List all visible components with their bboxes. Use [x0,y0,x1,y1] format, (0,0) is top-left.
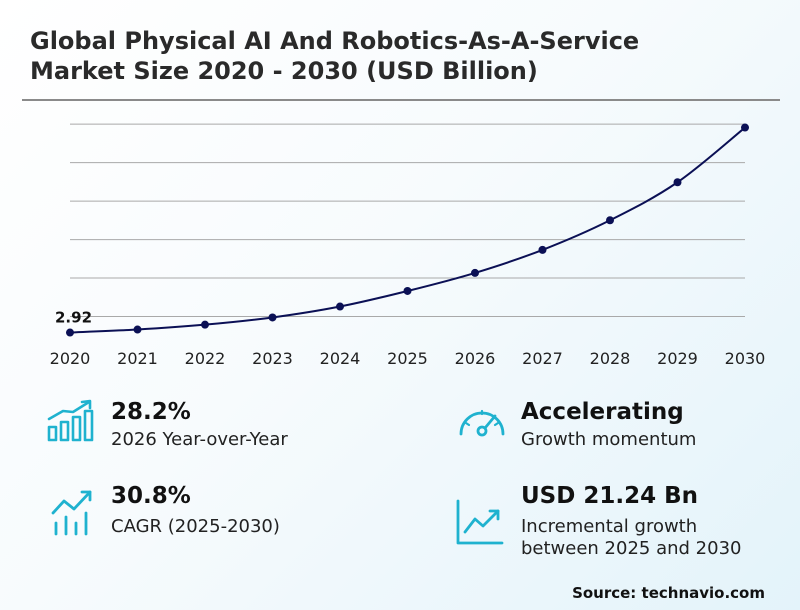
series-line [69,126,746,334]
data-point-2028 [606,216,614,225]
x-tick-label-2029: 2029 [657,349,698,368]
chart-title: Global Physical AI And Robotics-As-A-Ser… [30,26,770,86]
x-axis-tick-labels: 2020 2021 2022 2023 2024 2025 2026 2027 2028 2029… [50,349,766,368]
x-tick-label-2028: 2028 [590,349,631,368]
x-tick-label-2021: 2021 [117,349,158,368]
data-labels: 2.92 [55,309,92,327]
title-line-2: Market Size 2020 - 2030 (USD Billion) [30,57,538,85]
data-point-2024 [336,302,344,311]
data-point-2023 [268,313,277,322]
data-point-2027 [538,245,547,254]
data-point-2020 [66,328,74,337]
stat-cagr-value: 30.8% [111,483,191,509]
stat-incremental-label-2: between 2025 and 2030 [521,538,742,559]
stat-momentum-value: Accelerating [521,399,684,425]
x-tick-label-2023: 2023 [252,349,293,368]
data-point-2025 [403,286,412,295]
stat-incremental-value: USD 21.24 Bn [521,483,699,509]
data-points [66,123,749,337]
x-tick-label-2027: 2027 [522,349,563,368]
data-label-2020: 2.92 [55,309,92,327]
stat-yoy-label: 2026 Year-over-Year [111,429,288,450]
market-size-line-chart: 2020 2021 2022 2023 2024 2025 2026 2027 2028 2029… [50,123,766,368]
source-credit: Source: technavio.com [572,584,765,602]
speedometer-icon [456,402,508,446]
title-line-1: Global Physical AI And Robotics-As-A-Ser… [30,27,640,55]
stat-incremental-label-1: Incremental growth [521,516,698,537]
stat-momentum: Accelerating Growth momentum [521,398,696,451]
x-tick-label-2022: 2022 [185,349,226,368]
data-point-2029 [673,178,682,187]
chart-trend-up-icon [50,487,98,541]
stat-cagr-label: CAGR (2025-2030) [111,516,280,537]
data-point-2022 [201,320,209,329]
x-tick-label-2020: 2020 [50,349,91,368]
line-chart-up-icon [455,498,505,550]
gridlines [70,123,745,318]
x-tick-label-2024: 2024 [320,349,361,368]
bar-chart-growth-icon [46,398,94,448]
data-point-2030 [741,123,749,132]
x-tick-label-2030: 2030 [725,349,766,368]
x-tick-label-2026: 2026 [455,349,496,368]
title-divider [22,99,780,101]
stat-cagr: 30.8% CAGR (2025-2030) [111,482,280,538]
x-tick-label-2025: 2025 [387,349,428,368]
stat-yoy-value: 28.2% [111,399,191,425]
data-point-2021 [133,325,142,334]
stat-momentum-label: Growth momentum [521,429,697,450]
stat-yoy: 28.2% 2026 Year-over-Year [111,398,288,451]
data-point-2026 [471,268,479,277]
stat-incremental: USD 21.24 Bn Incremental growth between … [521,482,741,560]
